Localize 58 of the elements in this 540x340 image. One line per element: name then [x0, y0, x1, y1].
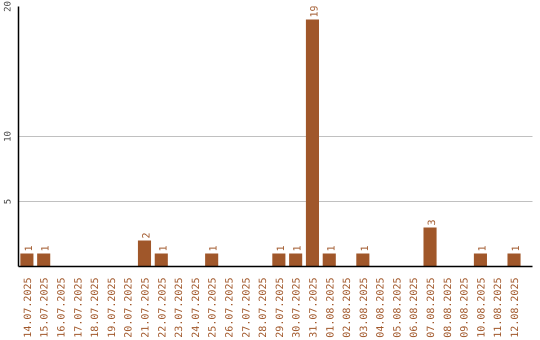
- x-tick-label: 14.07.2025: [22, 277, 34, 338]
- x-tick-label: 10.08.2025: [476, 277, 488, 338]
- x-tick-label: 11.08.2025: [493, 277, 504, 338]
- data-label: 1: [360, 245, 371, 252]
- bar: [356, 254, 370, 266]
- y-tick-label: 10: [4, 131, 14, 142]
- x-tick-label: 17.07.2025: [73, 277, 84, 338]
- x-tick-label: 02.08.2025: [342, 277, 354, 338]
- x-tick-label: 15.07.2025: [40, 277, 51, 338]
- x-tick-label: 20.07.2025: [124, 277, 135, 338]
- x-tick-label: 26.07.2025: [224, 277, 236, 338]
- data-label: 3: [427, 219, 438, 226]
- data-label: 1: [276, 245, 287, 252]
- data-label: 1: [158, 245, 170, 252]
- x-tick-label: 09.08.2025: [460, 277, 471, 338]
- x-tick-label: 16.07.2025: [56, 277, 68, 338]
- bar: [20, 254, 34, 266]
- x-tick-label: 25.07.2025: [208, 277, 219, 338]
- x-tick-label: 01.08.2025: [325, 277, 336, 338]
- x-tick-label: 08.08.2025: [442, 277, 454, 338]
- data-label: 1: [208, 245, 220, 252]
- x-tick-label: 24.07.2025: [190, 277, 202, 338]
- data-label: 1: [292, 245, 304, 252]
- x-tick-label: 18.07.2025: [90, 277, 102, 338]
- bar: [205, 254, 218, 266]
- x-tick-label: 23.07.2025: [174, 277, 186, 338]
- x-tick-label: 06.08.2025: [409, 277, 420, 338]
- x-tick-label: 12.08.2025: [510, 277, 522, 338]
- x-tick-label: 03.08.2025: [358, 277, 370, 338]
- x-tick-label: 22.07.2025: [157, 277, 168, 338]
- bar: [423, 228, 437, 266]
- bar: [322, 254, 336, 266]
- x-tick-label: 31.07.2025: [308, 277, 320, 338]
- bar: [138, 240, 152, 266]
- x-tick-label: 21.07.2025: [140, 277, 152, 338]
- bar: [306, 20, 320, 266]
- x-tick-label: 28.07.2025: [258, 277, 270, 338]
- y-tick-label: 20: [4, 1, 14, 12]
- data-label: 2: [141, 232, 152, 238]
- bar: [272, 254, 286, 266]
- x-tick-label: 07.08.2025: [426, 277, 438, 338]
- data-label: 1: [24, 245, 35, 252]
- x-tick-label: 05.08.2025: [392, 277, 404, 338]
- x-tick-label: 30.07.2025: [292, 277, 303, 338]
- bar: [289, 254, 302, 266]
- bar: [474, 254, 487, 266]
- bar: [507, 254, 521, 266]
- data-label: 1: [326, 245, 338, 252]
- x-tick-label: 29.07.2025: [274, 277, 286, 338]
- y-tick-label: 5: [4, 198, 14, 204]
- bar: [37, 254, 50, 266]
- bar: [154, 254, 168, 266]
- data-label: 1: [477, 245, 488, 252]
- x-tick-label: 04.08.2025: [376, 277, 387, 338]
- data-label: 1: [40, 245, 52, 252]
- x-tick-label: 27.07.2025: [241, 277, 252, 338]
- x-tick-label: 19.07.2025: [106, 277, 118, 338]
- data-label: 1: [511, 245, 522, 252]
